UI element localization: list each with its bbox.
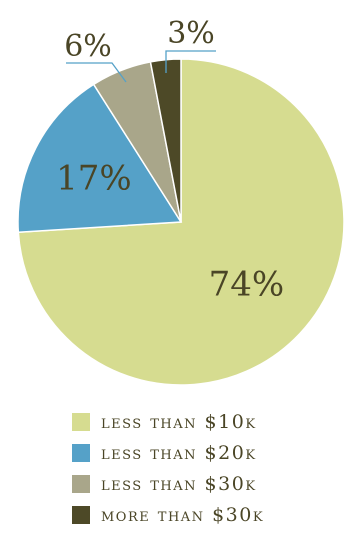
legend-label: LESS THAN $10K <box>101 410 257 433</box>
legend-swatch <box>72 474 90 493</box>
pie-slice <box>17 83 183 234</box>
pie-chart: 74% 17% 6% 3% <box>17 16 345 386</box>
legend-item-more-than-30k: MORE THAN $30K <box>72 499 342 530</box>
legend-label: MORE THAN $30K <box>101 503 265 526</box>
legend-swatch <box>72 412 90 431</box>
legend-label: LESS THAN $20K <box>101 441 257 464</box>
legend-label: LESS THAN $30K <box>101 472 257 495</box>
legend-item-less-than-30k: LESS THAN $30K <box>72 468 342 499</box>
legend-swatch <box>72 505 90 524</box>
slice-percent-label: 3% <box>167 16 215 51</box>
legend: LESS THAN $10K LESS THAN $20K LESS THAN … <box>72 406 342 530</box>
leader-line <box>165 50 216 73</box>
leader-line <box>66 62 127 83</box>
slice-percent-label: 74% <box>209 264 285 304</box>
legend-item-less-than-10k: LESS THAN $10K <box>72 406 342 437</box>
slice-percent-label: 6% <box>64 29 112 64</box>
slice-percent-label: 17% <box>56 159 132 199</box>
legend-swatch <box>72 443 90 462</box>
legend-item-less-than-20k: LESS THAN $20K <box>72 437 342 468</box>
